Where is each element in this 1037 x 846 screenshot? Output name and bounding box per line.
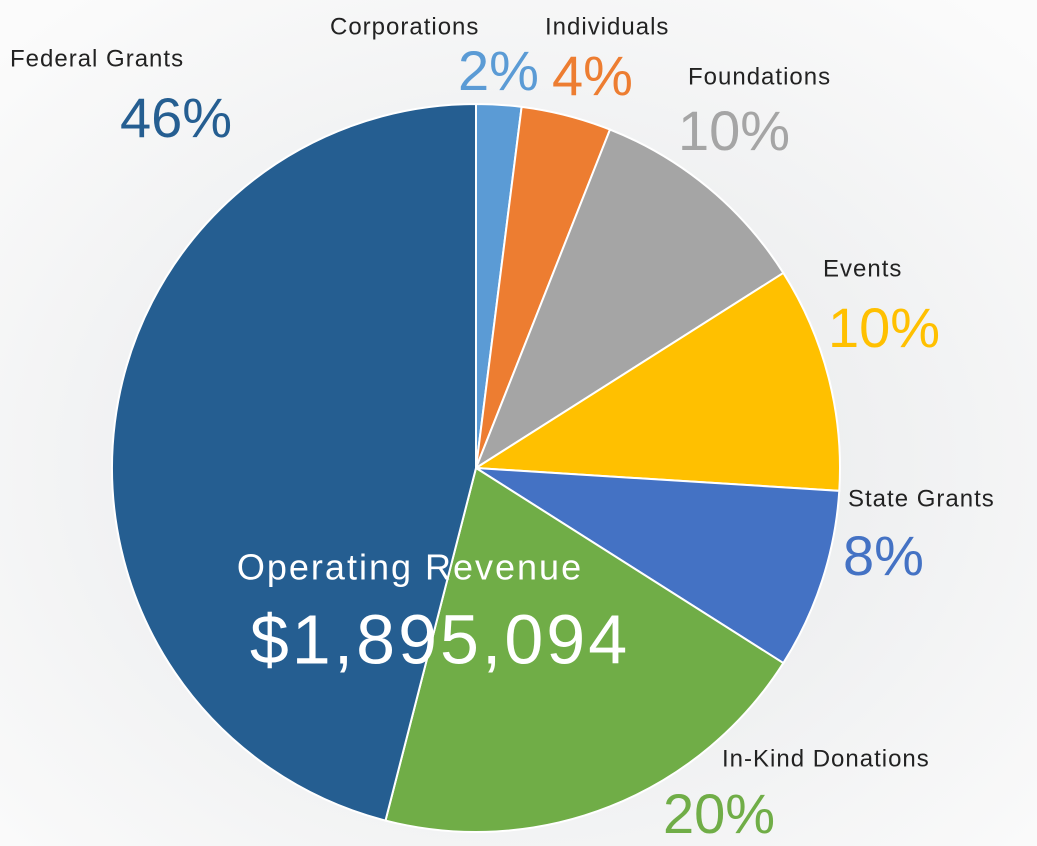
slice-percent: 10%: [678, 99, 790, 162]
slice-name: Foundations: [688, 63, 831, 90]
pie: [112, 104, 840, 832]
slice-name: State Grants: [848, 485, 995, 512]
center-title: Operating Revenue: [237, 547, 583, 588]
chart: Corporations2%Individuals 4% Foundations 10…: [0, 0, 1037, 846]
slice-name: Individuals: [545, 13, 669, 40]
slice-percent: 2%: [458, 39, 539, 102]
slice-percent: 8%: [843, 524, 924, 587]
center-value: $1,895,094: [250, 600, 630, 678]
slice-name: Federal Grants: [10, 45, 184, 72]
slice-name: Events: [823, 255, 902, 282]
slice-name: Corporations: [330, 13, 479, 40]
slice-percent: 20%: [663, 782, 775, 845]
slice-percent: 4%: [552, 44, 633, 107]
slice-name: In-Kind Donations: [722, 745, 930, 772]
slice-percent: 46%: [120, 86, 232, 149]
slice-percent: 10%: [828, 296, 940, 359]
